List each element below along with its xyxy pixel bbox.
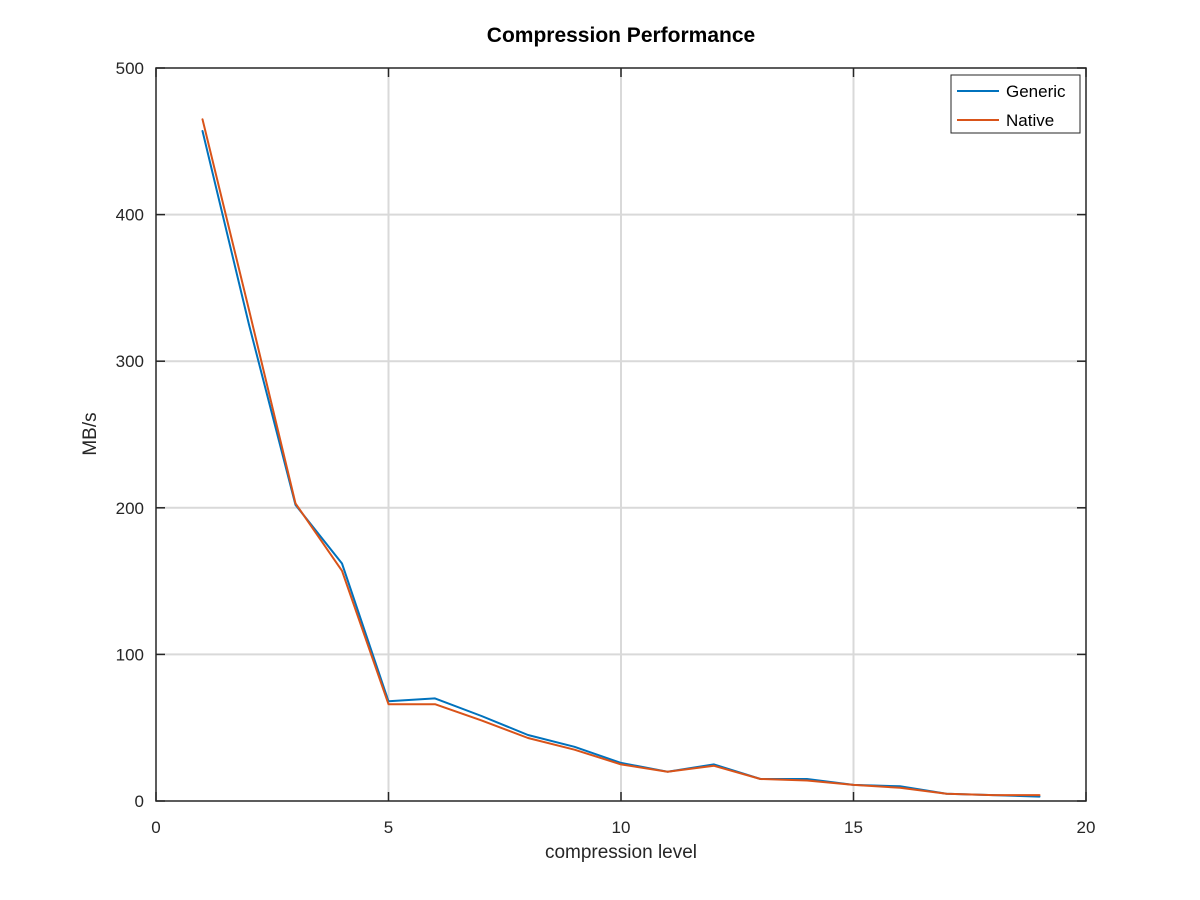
legend-label-generic: Generic [1006, 82, 1066, 101]
legend-label-native: Native [1006, 111, 1054, 130]
x-tick-label: 20 [1077, 818, 1096, 837]
x-tick-label: 0 [151, 818, 160, 837]
y-tick-label: 500 [116, 59, 144, 78]
series-line-generic [201, 130, 1041, 798]
grid-lines [156, 68, 1086, 801]
legend: Generic Native [950, 74, 1081, 134]
y-tick-label: 400 [116, 206, 144, 225]
y-tick-label: 0 [135, 792, 144, 811]
x-axis-label: compression level [545, 842, 697, 863]
y-tick-label: 100 [116, 645, 144, 664]
y-tick-label: 300 [116, 352, 144, 371]
x-tick-label: 5 [384, 818, 393, 837]
x-tick-label: 15 [844, 818, 863, 837]
y-axis-label: MB/s [80, 412, 101, 455]
x-tick-label: 10 [612, 818, 631, 837]
series-line-native [201, 118, 1041, 797]
chart-title: Compression Performance [487, 24, 755, 47]
y-tick-label: 200 [116, 499, 144, 518]
legend-box [950, 74, 1081, 134]
series-layer [201, 118, 1041, 798]
